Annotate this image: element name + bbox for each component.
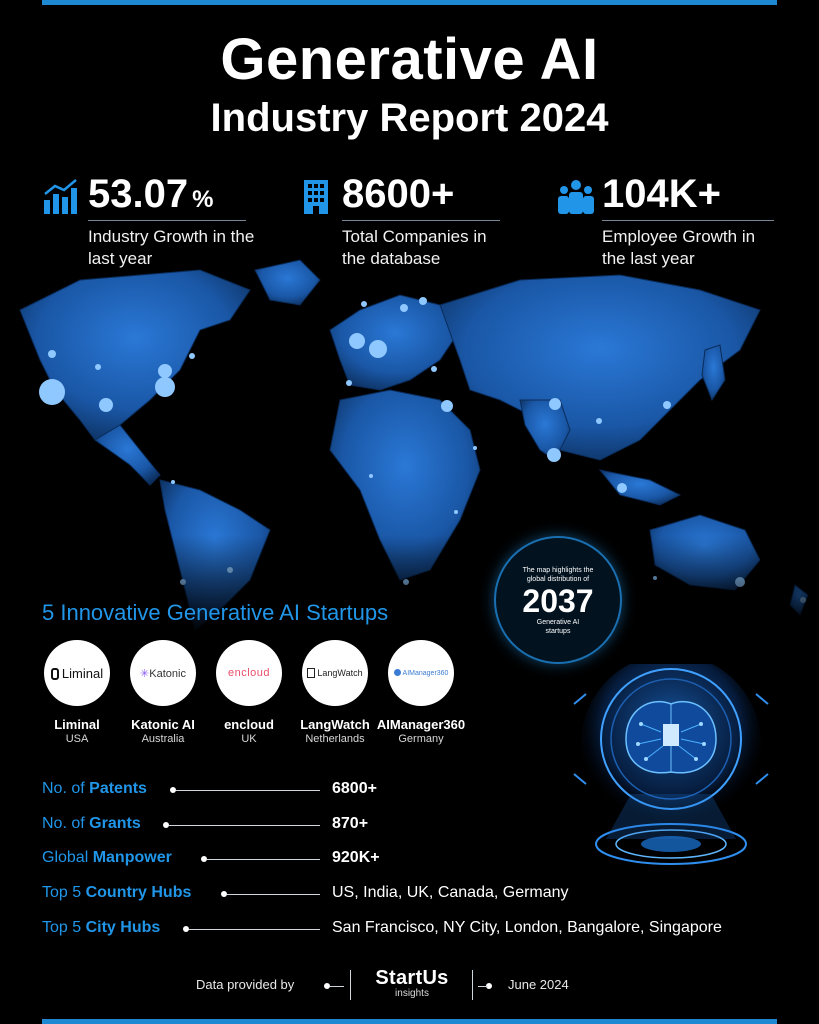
world-map [0, 250, 819, 630]
logo-text: LangWatch [317, 668, 363, 678]
report-subtitle: Industry Report 2024 [210, 96, 609, 140]
leader-dot [324, 983, 330, 989]
startup-count-badge: The map highlights the global distributi… [494, 536, 622, 664]
divider [472, 970, 473, 1000]
leader-line [176, 790, 320, 791]
stat-value: 8600+ [342, 172, 455, 216]
divider [342, 220, 500, 221]
building-icon [304, 180, 328, 214]
ai-brain-illustration [573, 664, 769, 865]
logo-text: encloud [227, 667, 271, 679]
leader-dot [183, 926, 189, 932]
leader-line [330, 986, 344, 987]
metric-label-grants: No. of Grants [42, 815, 141, 833]
metric-label-city-hubs: Top 5 City Hubs [42, 919, 160, 937]
stat-label: Industry Growth in the last year [88, 227, 255, 268]
startup-country: USA [65, 733, 89, 745]
metric-emphasis: City Hubs [85, 919, 161, 936]
divider [350, 970, 351, 1000]
people-icon [558, 180, 594, 214]
startups-heading: 5 Innovative Generative AI Startups [42, 600, 389, 625]
startup-logo-liminal[interactable]: Liminal [44, 640, 110, 706]
startus-insights-logo[interactable]: StartUs insights [362, 967, 462, 999]
leader-dot [221, 891, 227, 897]
metric-prefix: No. of [42, 780, 90, 797]
leader-line [189, 929, 320, 930]
growth-chart-icon [44, 179, 77, 214]
logo-text: AIManager360 [402, 670, 449, 677]
metric-label-manpower: Global Manpower [42, 849, 172, 867]
stat-label: Employee Growth in the last year [602, 227, 756, 268]
startup-logo-encloud[interactable]: encloud [216, 640, 282, 706]
leader-line [227, 894, 320, 895]
metric-label-patents: No. of Patents [42, 780, 147, 798]
stat-value: 104K+ [602, 172, 721, 216]
brand-main: StartUs [375, 967, 449, 989]
leader-dot [486, 983, 492, 989]
metric-value-city-hubs: San Francisco, NY City, London, Bangalor… [332, 919, 722, 936]
startup-logo-aimanager360[interactable]: AIManager360 [388, 640, 454, 706]
badge-number: 2037 [522, 583, 594, 619]
metric-prefix: Top 5 [42, 919, 86, 936]
leader-line [207, 859, 320, 860]
leader-dot [170, 787, 176, 793]
metric-prefix: Global [42, 849, 93, 866]
metric-prefix: Top 5 [42, 884, 86, 901]
brand-sub: insights [395, 988, 429, 999]
report-title: Generative AI [220, 27, 599, 92]
logo-text: Katonic [149, 667, 186, 680]
startup-name: encloud [224, 717, 274, 732]
metric-value-country-hubs: US, India, UK, Canada, Germany [332, 884, 569, 901]
logo-text: Liminal [61, 665, 104, 681]
metric-prefix: No. of [42, 815, 90, 832]
metric-label-country-hubs: Top 5 Country Hubs [42, 884, 191, 902]
badge-caption: The map highlights the global distributi… [522, 567, 594, 583]
startup-country: Netherlands [305, 733, 365, 745]
leader-line [169, 825, 320, 826]
top-accent-bar [42, 0, 777, 5]
startup-name: Liminal [54, 717, 100, 732]
startup-name: Katonic AI [131, 717, 195, 732]
leader-dot [201, 856, 207, 862]
startup-name: LangWatch [300, 717, 370, 732]
stat-unit: % [192, 186, 214, 213]
metric-value-patents: 6800+ [332, 780, 377, 797]
leader-line [478, 986, 488, 987]
data-provided-by: Data provided by [196, 977, 295, 992]
metric-emphasis: Grants [89, 815, 141, 832]
startup-logo-langwatch[interactable]: LangWatch [302, 640, 368, 706]
badge-subcaption: Generative AI startups [536, 619, 580, 635]
startup-country: UK [241, 733, 257, 745]
stat-value: 53.07 [88, 172, 189, 216]
metric-value-manpower: 920K+ [332, 849, 380, 866]
metric-emphasis: Country Hubs [85, 884, 192, 901]
startup-country: Germany [398, 733, 444, 745]
startup-name: AIManager360 [376, 717, 466, 732]
bottom-accent-bar [42, 1019, 777, 1024]
divider [602, 220, 774, 221]
startup-country: Australia [141, 733, 185, 745]
divider [88, 220, 246, 221]
report-date: June 2024 [508, 977, 569, 992]
metric-value-grants: 870+ [332, 815, 369, 832]
leader-dot [163, 822, 169, 828]
metric-emphasis: Patents [89, 780, 147, 797]
stat-label: Total Companies in the database [342, 227, 487, 268]
metric-emphasis: Manpower [92, 849, 172, 866]
startup-logo-katonic[interactable]: ✳Katonic [130, 640, 196, 706]
